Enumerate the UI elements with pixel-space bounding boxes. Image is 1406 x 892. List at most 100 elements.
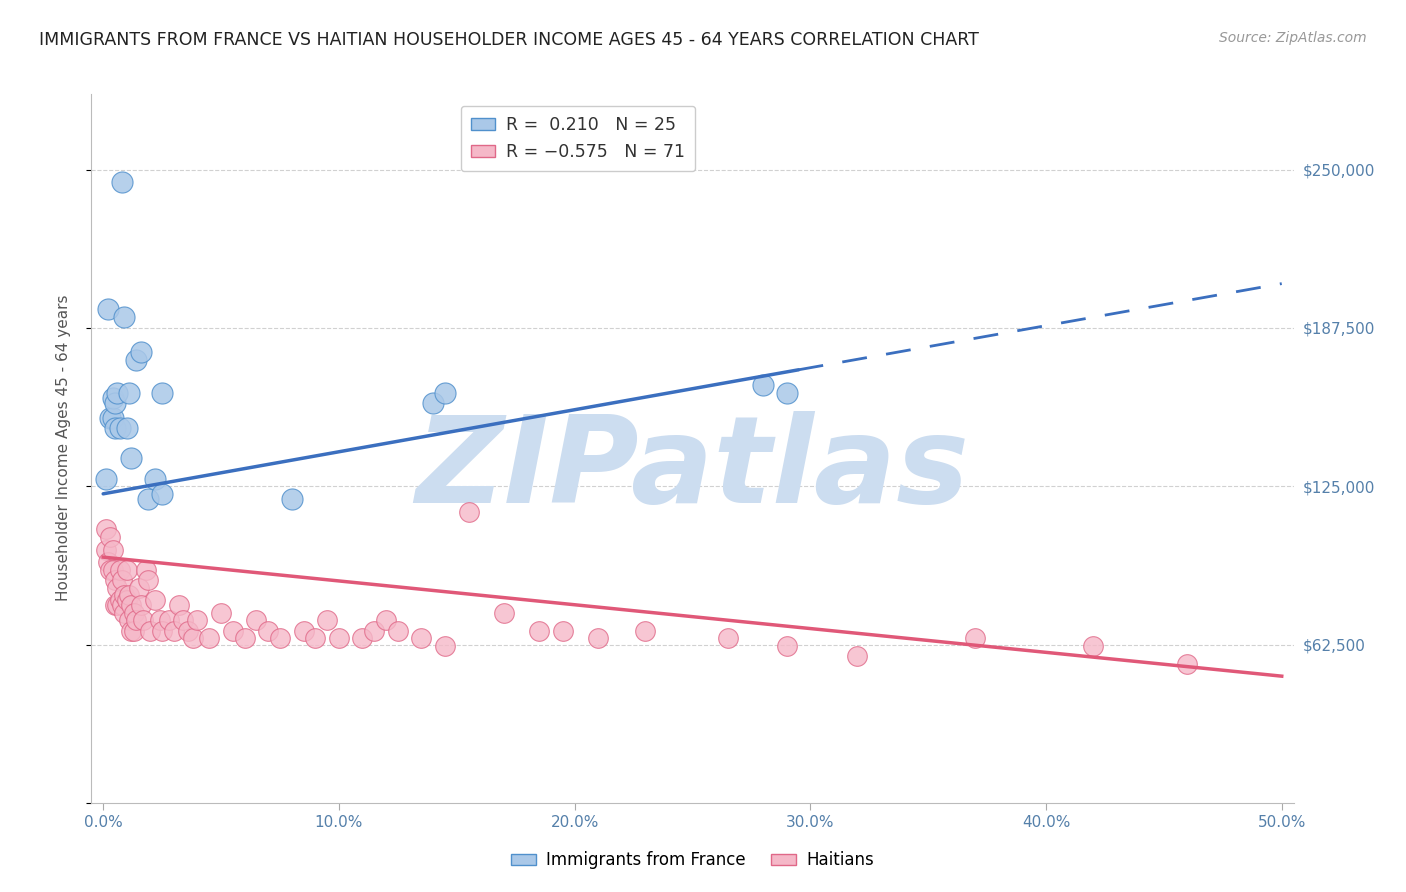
Legend: Immigrants from France, Haitians: Immigrants from France, Haitians xyxy=(505,845,880,876)
Point xyxy=(1083,639,1105,653)
Point xyxy=(433,385,456,400)
Point xyxy=(118,614,141,628)
Point xyxy=(112,310,135,324)
Point xyxy=(1177,657,1199,671)
Point xyxy=(128,581,150,595)
Point xyxy=(150,487,173,501)
Point xyxy=(105,385,128,400)
Point xyxy=(457,504,479,518)
Point xyxy=(634,624,657,638)
Point xyxy=(586,631,609,645)
Point xyxy=(269,631,291,645)
Point xyxy=(94,472,117,486)
Point xyxy=(411,631,433,645)
Point xyxy=(108,593,131,607)
Point xyxy=(120,624,143,638)
Point xyxy=(375,614,398,628)
Point xyxy=(101,563,124,577)
Point xyxy=(115,593,138,607)
Point xyxy=(198,631,221,645)
Point xyxy=(965,631,987,645)
Point xyxy=(98,563,121,577)
Point xyxy=(97,301,120,316)
Point xyxy=(846,648,869,663)
Point xyxy=(98,410,121,425)
Point xyxy=(104,421,127,435)
Point xyxy=(143,472,166,486)
Y-axis label: Householder Income Ages 45 - 64 years: Householder Income Ages 45 - 64 years xyxy=(56,295,70,601)
Point xyxy=(257,624,280,638)
Point xyxy=(492,606,515,620)
Point xyxy=(118,385,141,400)
Point xyxy=(108,421,131,435)
Point xyxy=(143,593,166,607)
Point xyxy=(352,631,374,645)
Point xyxy=(115,421,138,435)
Point xyxy=(316,614,339,628)
Point xyxy=(150,385,173,400)
Point xyxy=(104,599,127,613)
Point xyxy=(105,581,128,595)
Point xyxy=(118,588,141,602)
Point xyxy=(112,588,135,602)
Point xyxy=(104,395,127,409)
Point xyxy=(132,614,155,628)
Point xyxy=(363,624,385,638)
Point xyxy=(101,542,124,557)
Point xyxy=(129,345,152,359)
Point xyxy=(101,391,124,405)
Point xyxy=(752,378,775,392)
Point xyxy=(150,624,173,638)
Text: IMMIGRANTS FROM FRANCE VS HAITIAN HOUSEHOLDER INCOME AGES 45 - 64 YEARS CORRELAT: IMMIGRANTS FROM FRANCE VS HAITIAN HOUSEH… xyxy=(39,31,979,49)
Point xyxy=(139,624,162,638)
Point xyxy=(135,563,157,577)
Point xyxy=(111,175,134,189)
Point xyxy=(292,624,315,638)
Point xyxy=(209,606,232,620)
Point xyxy=(101,410,124,425)
Point xyxy=(111,599,134,613)
Point xyxy=(245,614,267,628)
Point xyxy=(111,573,134,587)
Point xyxy=(328,631,350,645)
Point xyxy=(387,624,409,638)
Point xyxy=(422,395,444,409)
Point xyxy=(136,573,159,587)
Point xyxy=(551,624,574,638)
Text: ZIPatlas: ZIPatlas xyxy=(415,411,970,528)
Point xyxy=(120,451,143,466)
Point xyxy=(172,614,194,628)
Point xyxy=(233,631,256,645)
Point xyxy=(112,606,135,620)
Point xyxy=(129,599,152,613)
Point xyxy=(120,599,143,613)
Point xyxy=(157,614,180,628)
Point xyxy=(122,606,145,620)
Point xyxy=(122,624,145,638)
Point xyxy=(115,563,138,577)
Point xyxy=(433,639,456,653)
Point xyxy=(181,631,204,645)
Point xyxy=(177,624,200,638)
Point xyxy=(281,491,304,506)
Point xyxy=(163,624,186,638)
Point xyxy=(94,542,117,557)
Point xyxy=(529,624,551,638)
Point xyxy=(149,614,172,628)
Point xyxy=(222,624,245,638)
Point xyxy=(125,614,148,628)
Point xyxy=(125,352,148,367)
Point xyxy=(304,631,326,645)
Point xyxy=(97,555,120,569)
Point xyxy=(105,599,128,613)
Point xyxy=(776,385,799,400)
Point xyxy=(167,599,190,613)
Point xyxy=(136,491,159,506)
Text: Source: ZipAtlas.com: Source: ZipAtlas.com xyxy=(1219,31,1367,45)
Point xyxy=(717,631,740,645)
Point xyxy=(94,522,117,536)
Point xyxy=(104,573,127,587)
Point xyxy=(776,639,799,653)
Point xyxy=(108,563,131,577)
Point xyxy=(186,614,208,628)
